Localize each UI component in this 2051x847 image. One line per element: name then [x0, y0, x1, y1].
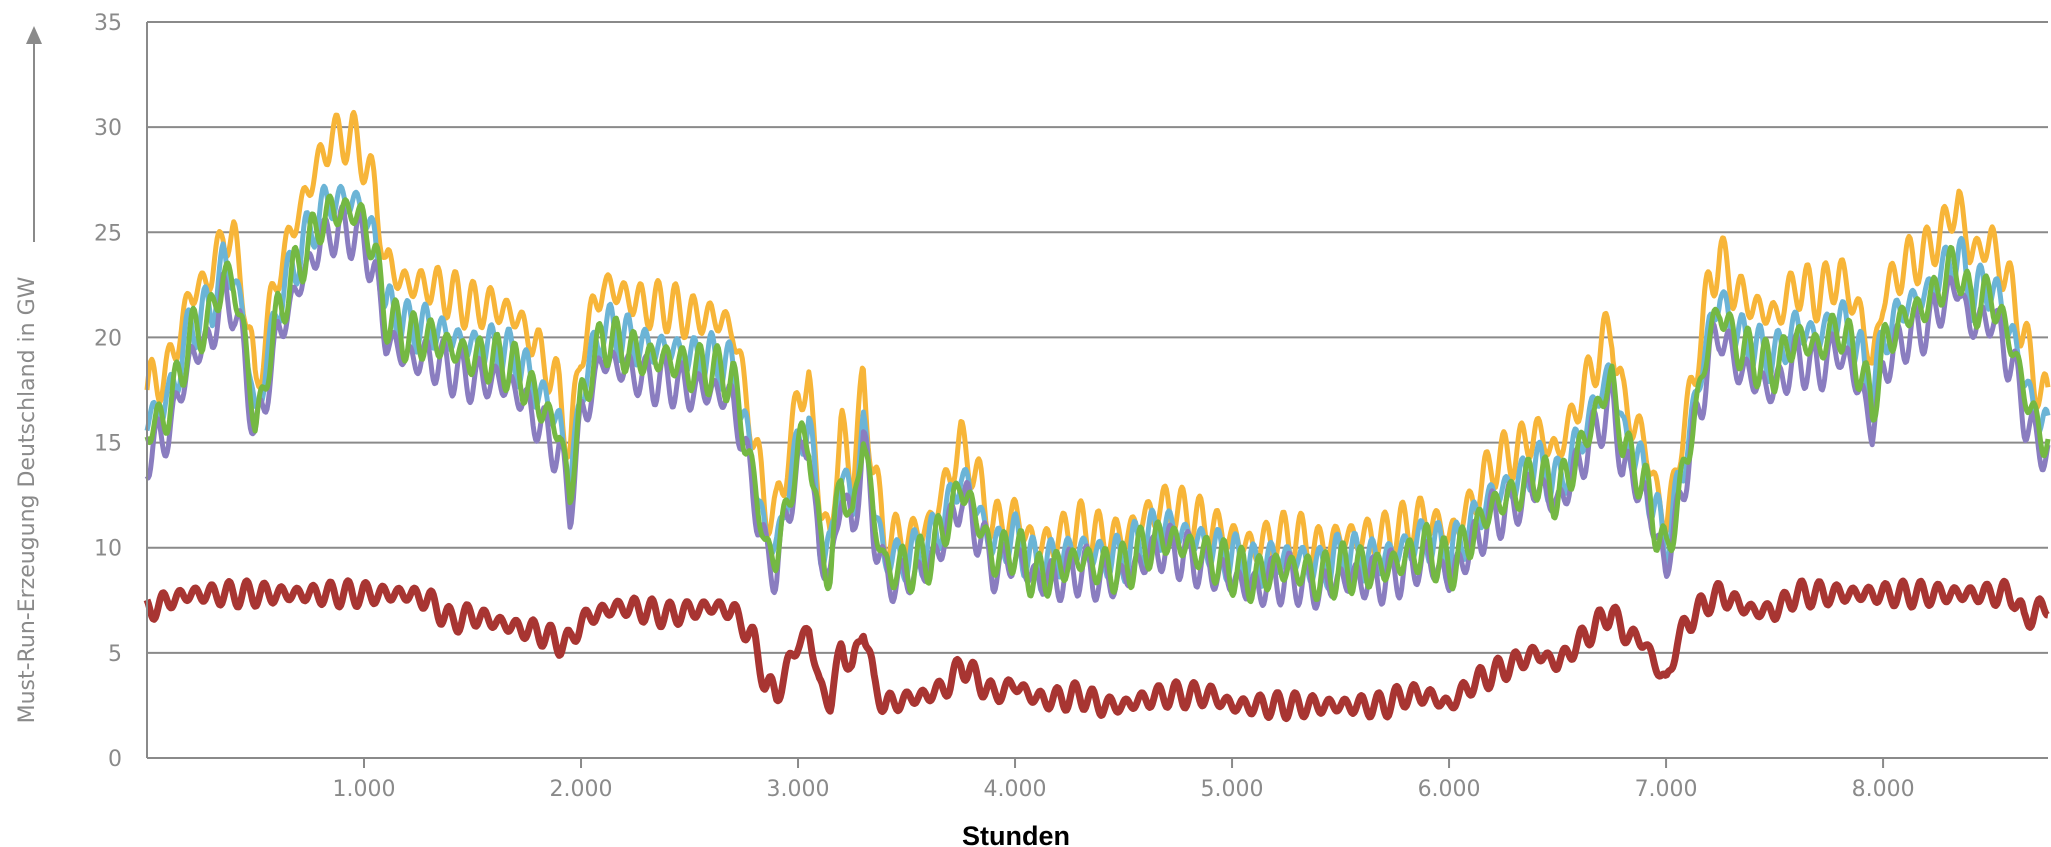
y-tick-label: 0	[108, 747, 122, 772]
y-tick-labels: 0 5 10 15 20 25 30 35	[94, 11, 122, 772]
series-layer	[143, 109, 2051, 723]
x-tick-label: 4.000	[984, 777, 1047, 802]
y-tick-label: 35	[94, 11, 122, 36]
gridlines	[147, 21, 2048, 654]
y-tick-label: 30	[94, 116, 122, 141]
x-tick-label: 7.000	[1635, 777, 1698, 802]
axes	[26, 22, 2048, 759]
series-line-0	[144, 109, 2051, 570]
y-tick-label: 10	[94, 537, 122, 562]
series-line-2	[144, 204, 2051, 611]
series-line-1	[144, 183, 2051, 595]
y-axis-arrow-head	[26, 26, 42, 44]
y-tick-label: 5	[108, 642, 122, 667]
x-tick-label: 8.000	[1852, 777, 1915, 802]
x-axis-label: Stunden	[962, 821, 1070, 847]
series-line-3	[144, 193, 2051, 605]
x-tick-label: 3.000	[767, 777, 830, 802]
x-tick-label: 6.000	[1418, 777, 1481, 802]
y-tick-label: 25	[94, 221, 122, 246]
y-tick-label: 20	[94, 326, 122, 351]
x-tick-label: 5.000	[1201, 777, 1264, 802]
x-tick-label: 1.000	[333, 777, 396, 802]
y-axis-label: Must-Run-Erzeugung Deutschland in GW	[15, 276, 40, 723]
x-tick-labels: 1.000 2.000 3.000 4.000 5.000 6.000 7.000 8.000	[333, 758, 1915, 802]
y-tick-label: 15	[94, 432, 122, 457]
x-tick-label: 2.000	[550, 777, 613, 802]
series-line-4	[143, 577, 2051, 723]
